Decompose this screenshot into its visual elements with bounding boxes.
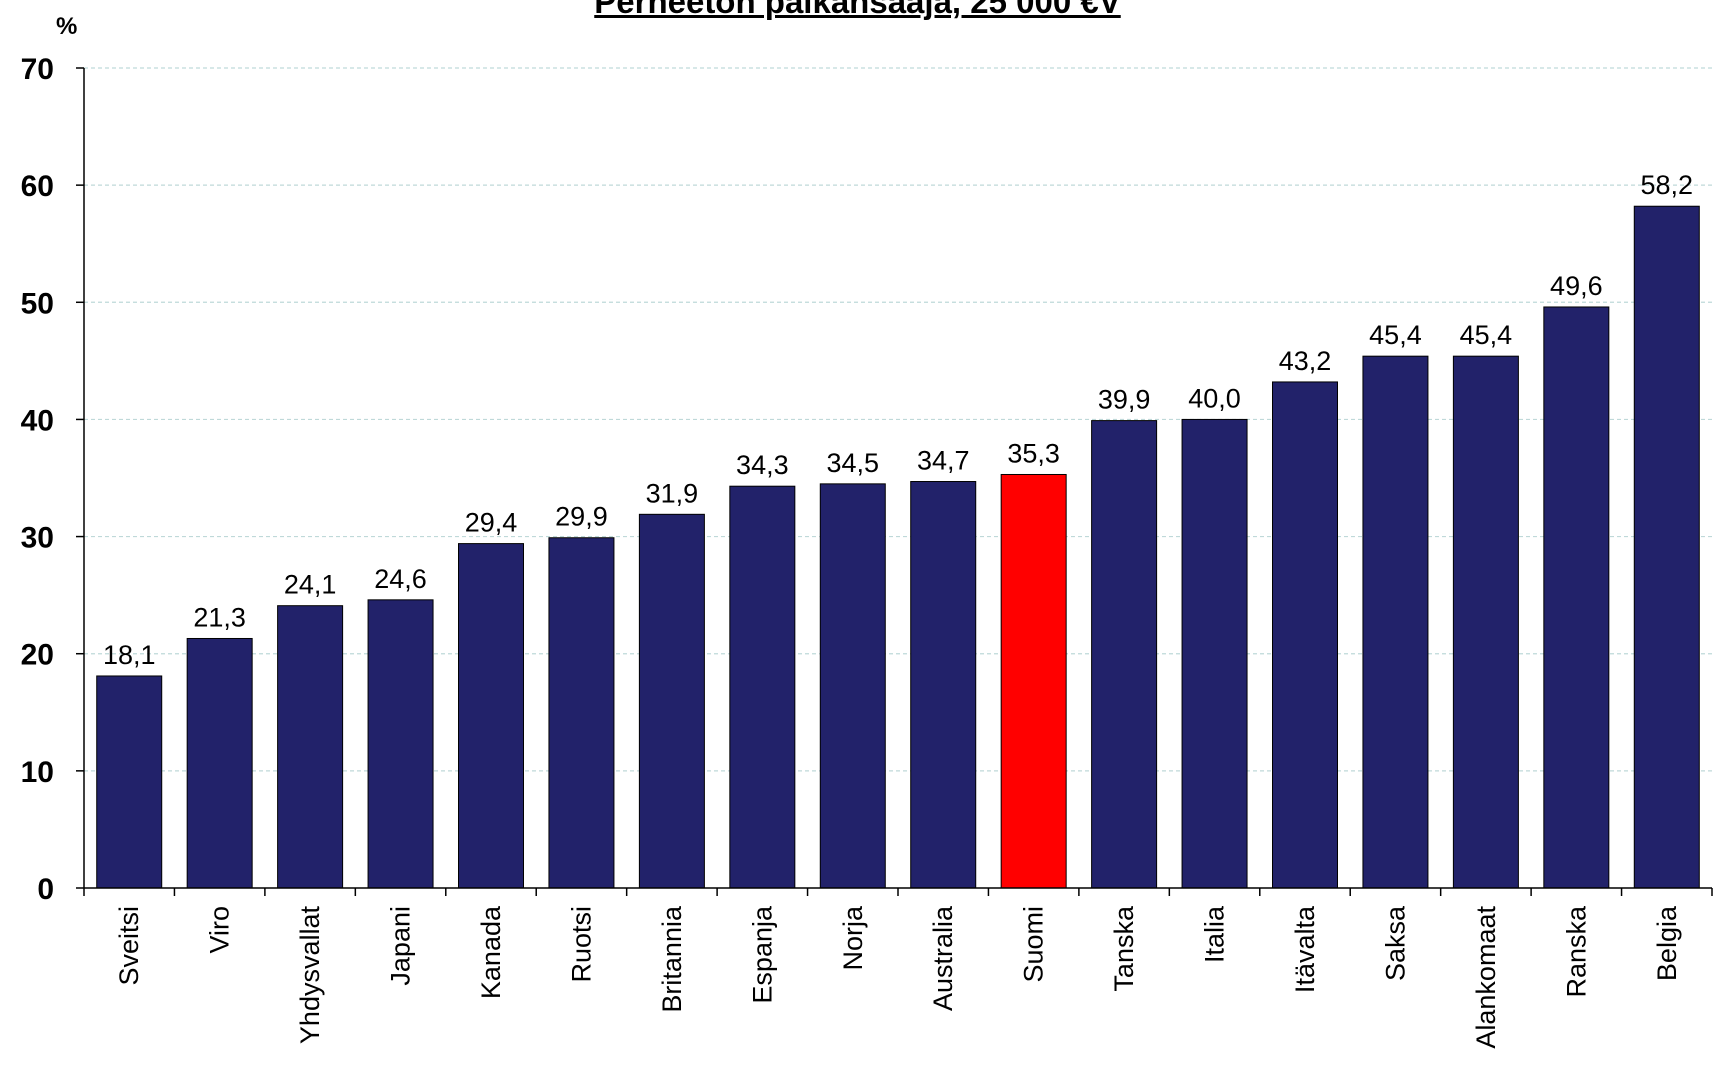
y-tick-label-50: 50 xyxy=(21,287,54,320)
value-label-itävalta: 43,2 xyxy=(1279,346,1332,376)
category-label-espanja: Espanja xyxy=(747,905,777,1004)
bar-viro xyxy=(186,637,253,889)
category-label-britannia: Britannia xyxy=(657,905,687,1013)
bar-itävalta xyxy=(1272,381,1338,889)
category-label-kanada: Kanada xyxy=(476,905,506,999)
value-label-belgia: 58,2 xyxy=(1640,170,1693,200)
y-tick-label-0: 0 xyxy=(37,873,54,906)
category-label-itävalta: Itävalta xyxy=(1290,905,1320,993)
bar-suomi xyxy=(1000,473,1067,889)
category-label-yhdysvallat: Yhdysvallat xyxy=(295,906,325,1045)
bar-espanja xyxy=(729,485,796,889)
value-label-sveitsi: 18,1 xyxy=(103,640,156,670)
bar-sveitsi xyxy=(96,675,163,889)
bar-norja xyxy=(819,483,886,889)
y-tick-label-20: 20 xyxy=(21,639,54,672)
value-label-alankomaat: 45,4 xyxy=(1460,320,1513,350)
y-tick-label-40: 40 xyxy=(21,404,54,437)
category-label-australia: Australia xyxy=(928,905,958,1011)
category-label-ruotsi: Ruotsi xyxy=(566,906,596,983)
category-label-suomi: Suomi xyxy=(1019,906,1049,983)
category-label-ranska: Ranska xyxy=(1561,905,1591,998)
y-tick-label-30: 30 xyxy=(21,522,54,555)
bar-belgia xyxy=(1633,205,1700,889)
category-label-alankomaat: Alankomaat xyxy=(1471,906,1501,1049)
bar-saksa xyxy=(1362,355,1429,889)
bar-yhdysvallat xyxy=(277,605,344,889)
bar-kanada xyxy=(458,543,524,889)
category-label-norja: Norja xyxy=(838,905,868,971)
category-label-viro: Viro xyxy=(205,906,235,954)
bar-japani xyxy=(367,599,434,889)
value-label-norja: 34,5 xyxy=(826,448,879,478)
bar-tanska xyxy=(1091,420,1158,889)
bar-britannia xyxy=(638,513,705,889)
value-label-ruotsi: 29,9 xyxy=(555,502,608,532)
bar-ranska xyxy=(1543,306,1610,889)
bar-alankomaat xyxy=(1452,355,1519,889)
value-label-tanska: 39,9 xyxy=(1098,385,1151,415)
y-tick-label-10: 10 xyxy=(21,756,54,789)
value-label-viro: 21,3 xyxy=(193,602,246,632)
category-label-tanska: Tanska xyxy=(1109,905,1139,992)
bar-italia xyxy=(1181,418,1248,889)
value-label-saksa: 45,4 xyxy=(1369,320,1422,350)
chart-title: Perheetön palkansaaja, 25 000 €V xyxy=(594,0,1121,20)
value-label-britannia: 31,9 xyxy=(646,478,699,508)
value-label-australia: 34,7 xyxy=(917,446,970,476)
value-label-yhdysvallat: 24,1 xyxy=(284,570,337,600)
category-label-italia: Italia xyxy=(1200,905,1230,963)
bar-ruotsi xyxy=(548,537,615,889)
value-label-ranska: 49,6 xyxy=(1550,271,1603,301)
value-label-kanada: 29,4 xyxy=(465,508,518,538)
category-label-sveitsi: Sveitsi xyxy=(114,906,144,986)
value-label-suomi: 35,3 xyxy=(1007,438,1060,468)
category-label-japani: Japani xyxy=(386,906,416,986)
value-label-japani: 24,6 xyxy=(374,564,427,594)
y-tick-label-70: 70 xyxy=(21,53,54,86)
y-tick-label-60: 60 xyxy=(21,170,54,203)
category-label-belgia: Belgia xyxy=(1652,905,1682,981)
category-label-saksa: Saksa xyxy=(1380,905,1410,981)
y-axis-unit-label: % xyxy=(56,13,77,40)
value-label-espanja: 34,3 xyxy=(736,450,789,480)
value-label-italia: 40,0 xyxy=(1188,383,1241,413)
bar-australia xyxy=(910,481,977,889)
